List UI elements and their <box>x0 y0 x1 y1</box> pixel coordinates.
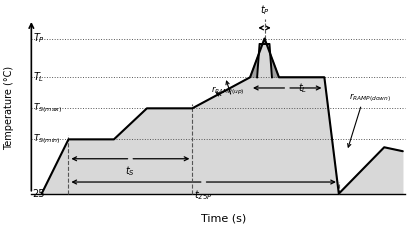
Text: $t_S$: $t_S$ <box>126 164 135 178</box>
Text: $r_{RAMP(up)}$: $r_{RAMP(up)}$ <box>210 85 244 97</box>
Text: $t_L$: $t_L$ <box>297 81 307 95</box>
Polygon shape <box>257 44 272 77</box>
Text: $r_{RAMP(down)}$: $r_{RAMP(down)}$ <box>349 92 391 104</box>
Text: $T_L$: $T_L$ <box>33 70 44 84</box>
Text: 25: 25 <box>33 189 45 199</box>
Text: $t_{25P}$: $t_{25P}$ <box>194 188 213 202</box>
Polygon shape <box>42 38 403 194</box>
Text: $T_P$: $T_P$ <box>33 32 45 45</box>
Text: $T_{S(min)}$: $T_{S(min)}$ <box>33 133 60 146</box>
Text: Time (s): Time (s) <box>201 213 246 223</box>
Text: $t_P$: $t_P$ <box>260 3 270 17</box>
Text: Temperature (°C): Temperature (°C) <box>4 66 13 150</box>
Text: $T_{S(max)}$: $T_{S(max)}$ <box>33 101 62 115</box>
Polygon shape <box>250 38 324 77</box>
